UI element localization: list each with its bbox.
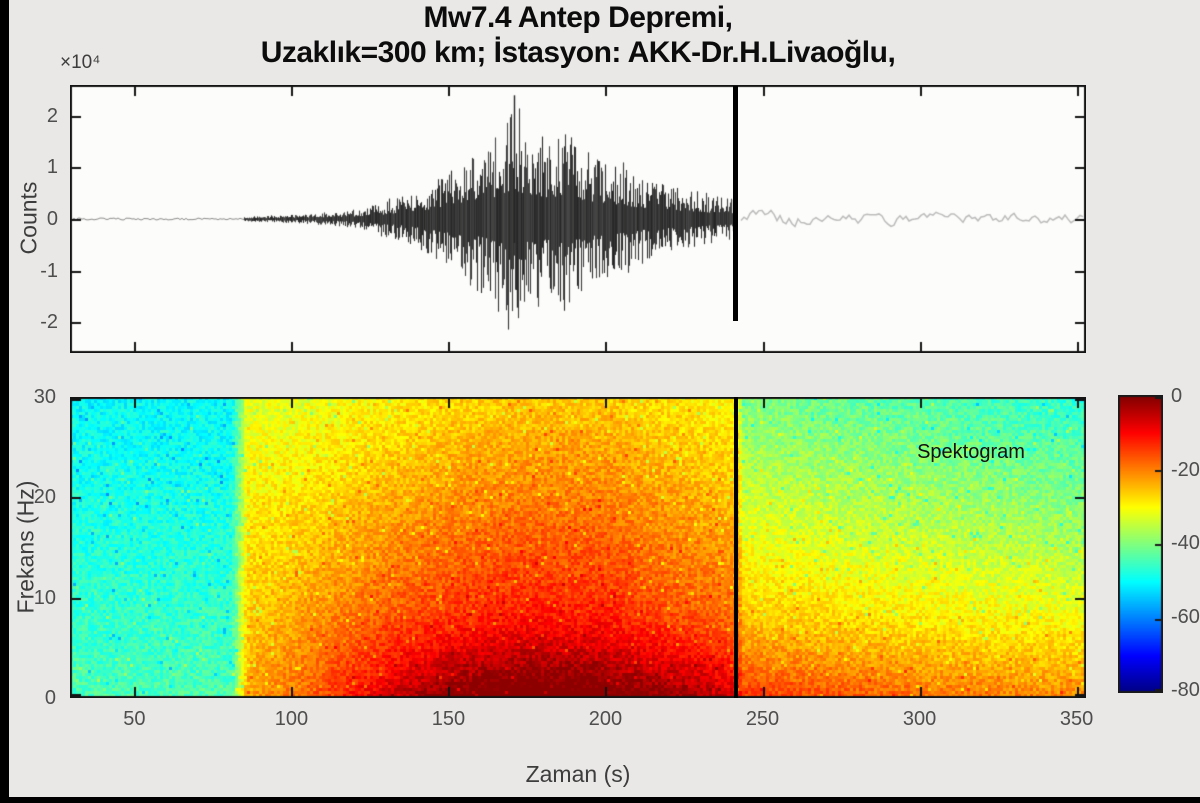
spectrogram-plot [70,397,1086,698]
x-tick-50: 50 [123,708,146,730]
x-axis-label: Zaman (s) [525,761,631,787]
seismogram-y-tick--1: -1 [40,259,58,282]
colorbar-tick--40: -40 [1171,532,1200,554]
x-tick-300: 300 [902,708,937,730]
spectrogram-y-tick-20: 20 [33,486,56,509]
title-line-2: Uzaklık=300 km; İstasyon: AKK-Dr.H.Livao… [260,36,896,69]
colorbar-tick--80: -80 [1171,679,1200,701]
seismogram-y-tick--2: -2 [40,311,58,334]
x-tick-250: 250 [745,708,780,730]
colorbar-tick--60: -60 [1171,605,1200,628]
colorbar-canvas [1118,395,1163,693]
colorbar-tick--20: -20 [1171,458,1200,481]
spectrogram-canvas [70,397,1086,698]
x-tick-150: 150 [431,708,466,730]
spectrogram-marker-line [734,397,738,698]
y-scale-label: ×10⁴ [60,52,101,73]
title-line-1: Mw7.4 Antep Depremi, [423,1,733,34]
seismogram-y-tick-1: 1 [46,156,58,179]
spectrogram-y-tick-10: 10 [33,586,56,609]
figure-title: Mw7.4 Antep Depremi, Uzaklık=300 km; İst… [0,0,1156,71]
seismogram-y-tick-0: 0 [46,208,58,230]
spectrogram-y-tick-0: 0 [44,687,56,709]
spectrogram-y-tick-30: 30 [33,386,56,408]
x-tick-350: 350 [1059,708,1094,730]
x-tick-100: 100 [274,708,309,730]
seismogram-canvas [70,85,1086,353]
screen-edge-bottom [0,797,1200,803]
spectrogram-annotation: Spektogram [917,441,1025,463]
x-tick-200: 200 [588,708,623,730]
colorbar-tick-0: 0 [1171,385,1183,407]
seismogram-marker-line [733,86,738,321]
seismogram-y-tick-2: 2 [46,104,58,127]
screen-edge-left [0,0,9,803]
seismogram-plot [70,85,1086,353]
colorbar [1118,395,1163,698]
